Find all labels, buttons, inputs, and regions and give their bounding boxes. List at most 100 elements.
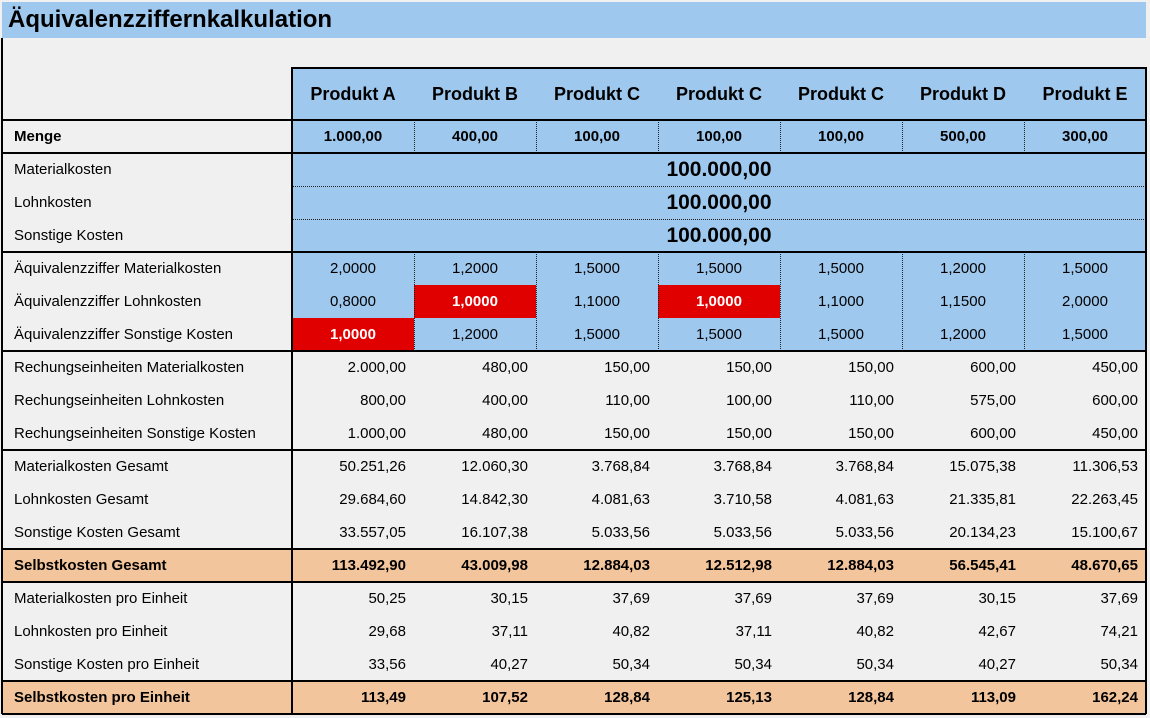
value-cell: 12.060,30 (461, 458, 528, 475)
value-cell: 400,00 (482, 392, 528, 409)
value-cell: 50.251,26 (339, 458, 406, 475)
table-border (291, 67, 293, 714)
value-cell: 37,69 (1100, 590, 1138, 607)
cell-divider (658, 252, 659, 351)
value-cell: 1.000,00 (292, 120, 414, 153)
value-cell: 30,15 (978, 590, 1016, 607)
value-cell: 100,00 (780, 120, 902, 153)
value-cell: 5.033,56 (835, 524, 894, 541)
row-label: Äquivalenzziffer Lohnkosten (14, 293, 202, 310)
value-cell: 125,13 (658, 681, 780, 714)
value-cell: 40,27 (490, 656, 528, 673)
value-cell: 3.768,84 (835, 458, 894, 475)
value-cell: 150,00 (604, 359, 650, 376)
value-cell: 1,5000 (780, 318, 902, 351)
cell-divider (658, 120, 659, 153)
merged-value: 100.000,00 (292, 186, 1146, 219)
value-cell: 2,0000 (292, 252, 414, 285)
value-cell: 400,00 (414, 120, 536, 153)
value-cell: 15.075,38 (949, 458, 1016, 475)
row-label: Selbstkosten Gesamt (2, 549, 292, 582)
value-cell: 33.557,05 (339, 524, 406, 541)
row-label: Lohnkosten (14, 194, 92, 211)
value-cell: 113.492,90 (292, 549, 414, 582)
value-cell: 50,34 (1100, 656, 1138, 673)
value-cell: 37,11 (491, 623, 528, 640)
value-cell: 5.033,56 (713, 524, 772, 541)
value-cell: 1,5000 (1024, 318, 1146, 351)
value-cell: 4.081,63 (835, 491, 894, 508)
value-cell: 1,5000 (658, 318, 780, 351)
value-cell: 12.884,03 (780, 549, 902, 582)
value-cell: 1,2000 (414, 252, 536, 285)
value-cell: 113,09 (902, 681, 1024, 714)
value-cell: 1,0000 (414, 285, 536, 318)
value-cell: 100,00 (726, 392, 772, 409)
value-cell: 50,34 (612, 656, 650, 673)
value-cell: 30,15 (490, 590, 528, 607)
section-border (2, 548, 1146, 550)
cell-divider (902, 120, 903, 153)
value-cell: 600,00 (970, 359, 1016, 376)
value-cell: 1,0000 (292, 318, 414, 351)
value-cell: 37,69 (612, 590, 650, 607)
section-border (2, 581, 1146, 583)
value-cell: 74,21 (1100, 623, 1138, 640)
column-header: Produkt E (1024, 68, 1146, 120)
row-label: Äquivalenzziffer Materialkosten (14, 260, 222, 277)
section-border (292, 67, 1146, 69)
value-cell: 600,00 (970, 425, 1016, 442)
value-cell: 2.000,00 (347, 359, 406, 376)
cell-divider (292, 219, 1146, 220)
row-label: Rechungseinheiten Materialkosten (14, 359, 245, 376)
value-cell: 37,69 (734, 590, 772, 607)
value-cell: 1,1000 (780, 285, 902, 318)
value-cell: 500,00 (902, 120, 1024, 153)
value-cell: 1,5000 (658, 252, 780, 285)
cell-divider (902, 252, 903, 351)
column-header: Produkt B (414, 68, 536, 120)
value-cell: 4.081,63 (591, 491, 650, 508)
value-cell: 37,11 (735, 623, 772, 640)
value-cell: 150,00 (604, 425, 650, 442)
section-border (2, 449, 1146, 451)
value-cell: 1,0000 (658, 285, 780, 318)
row-label: Äquivalenzziffer Sonstige Kosten (14, 326, 234, 343)
value-cell: 2,0000 (1024, 285, 1146, 318)
column-header: Produkt A (292, 68, 414, 120)
value-cell: 40,27 (978, 656, 1016, 673)
value-cell: 50,25 (368, 590, 406, 607)
section-border (2, 152, 1146, 154)
value-cell: 150,00 (726, 425, 772, 442)
value-cell: 110,00 (849, 392, 894, 409)
value-cell: 1,1500 (902, 285, 1024, 318)
value-cell: 3.768,84 (713, 458, 772, 475)
merged-value: 100.000,00 (292, 219, 1146, 252)
value-cell: 300,00 (1024, 120, 1146, 153)
value-cell: 100,00 (536, 120, 658, 153)
value-cell: 40,82 (856, 623, 894, 640)
value-cell: 20.134,23 (949, 524, 1016, 541)
column-header: Produkt C (536, 68, 658, 120)
section-border (2, 713, 1146, 715)
row-label: Rechungseinheiten Lohnkosten (14, 392, 225, 409)
value-cell: 22.263,45 (1071, 491, 1138, 508)
value-cell: 16.107,38 (461, 524, 528, 541)
value-cell: 43.009,98 (414, 549, 536, 582)
value-cell: 1,5000 (536, 252, 658, 285)
section-border (2, 251, 1146, 253)
value-cell: 0,8000 (292, 285, 414, 318)
cell-divider (536, 252, 537, 351)
value-cell: 40,82 (612, 623, 650, 640)
cell-divider (536, 120, 537, 153)
cell-divider (414, 252, 415, 351)
cell-divider (414, 120, 415, 153)
value-cell: 33,56 (368, 656, 406, 673)
value-cell: 800,00 (360, 392, 406, 409)
value-cell: 480,00 (482, 359, 528, 376)
section-border (2, 680, 1146, 682)
value-cell: 12.884,03 (536, 549, 658, 582)
cell-divider (780, 120, 781, 153)
row-label: Sonstige Kosten Gesamt (14, 524, 180, 541)
